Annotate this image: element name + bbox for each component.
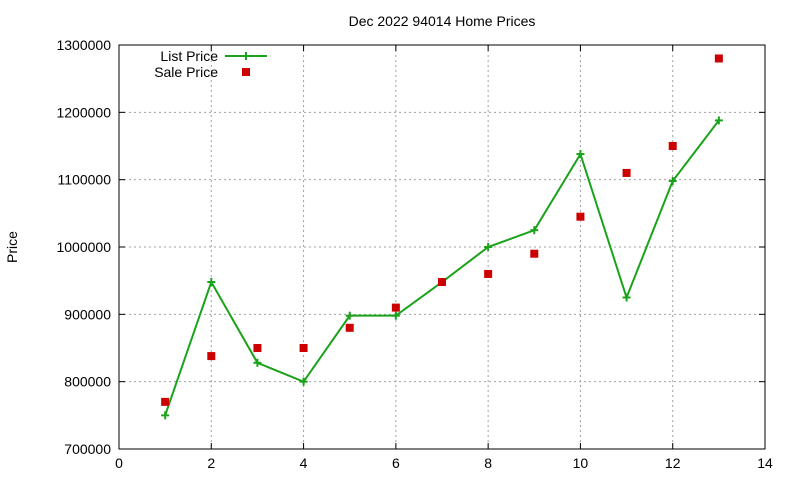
sale-price-point <box>299 344 308 352</box>
legend-square-marker <box>242 68 250 76</box>
list-price-point <box>345 311 354 320</box>
list-price-point <box>299 377 308 386</box>
list-price-point <box>207 278 216 287</box>
sale-price-point <box>161 397 170 406</box>
list-price-point <box>668 177 677 186</box>
sale-price-point <box>668 142 677 150</box>
y-tick-label: 1300000 <box>56 37 111 53</box>
y-tick-label: 1100000 <box>58 172 112 188</box>
list-price-point <box>161 411 170 420</box>
list-price-point <box>484 243 493 251</box>
x-tick-label: 2 <box>207 455 215 471</box>
y-tick-label: 1000000 <box>56 239 111 255</box>
list-price-point <box>714 116 723 125</box>
sale-price-point <box>530 249 539 258</box>
sale-price-point <box>714 54 723 63</box>
x-tick-label: 14 <box>757 455 773 471</box>
legend-label: List Price <box>160 48 218 64</box>
y-tick-label: 900000 <box>64 306 111 322</box>
y-tick-label: 1200000 <box>56 104 111 120</box>
grid-lines <box>119 45 765 449</box>
x-tick-label: 12 <box>665 455 681 471</box>
list-price-point <box>530 226 539 235</box>
series-sale-price <box>161 54 723 406</box>
sale-price-point <box>438 278 446 287</box>
legend-label: Sale Price <box>154 64 218 80</box>
sale-price-point <box>207 352 216 361</box>
x-tick-label: 10 <box>573 455 589 471</box>
y-tick-label: 800000 <box>64 374 111 390</box>
list-price-line <box>164 119 720 416</box>
y-axis-label: Price <box>4 231 20 263</box>
list-price-point <box>391 311 400 320</box>
chart-title: Dec 2022 94014 Home Prices <box>349 13 536 29</box>
sale-price-point <box>391 303 400 312</box>
y-tick-label: 700000 <box>64 441 111 457</box>
legend-plus-marker <box>242 52 250 60</box>
list-price-point <box>253 358 262 367</box>
list-price-point <box>576 150 585 159</box>
axis-ticks: 0 2 4 6 8 10 12 14 700000 800000 900000 1000000 1100… <box>56 37 773 471</box>
x-tick-label: 6 <box>392 455 400 471</box>
sale-price-point <box>253 344 262 352</box>
sale-price-point <box>345 323 354 332</box>
list-price-point <box>622 293 631 302</box>
sale-price-point <box>622 168 631 177</box>
sale-price-point <box>576 212 585 221</box>
x-tick-label: 0 <box>115 455 123 471</box>
x-tick-label: 4 <box>300 455 308 471</box>
data-series <box>161 54 723 420</box>
x-tick-label: 8 <box>484 455 492 471</box>
series-list-price <box>161 116 723 420</box>
sale-price-point <box>484 269 493 278</box>
